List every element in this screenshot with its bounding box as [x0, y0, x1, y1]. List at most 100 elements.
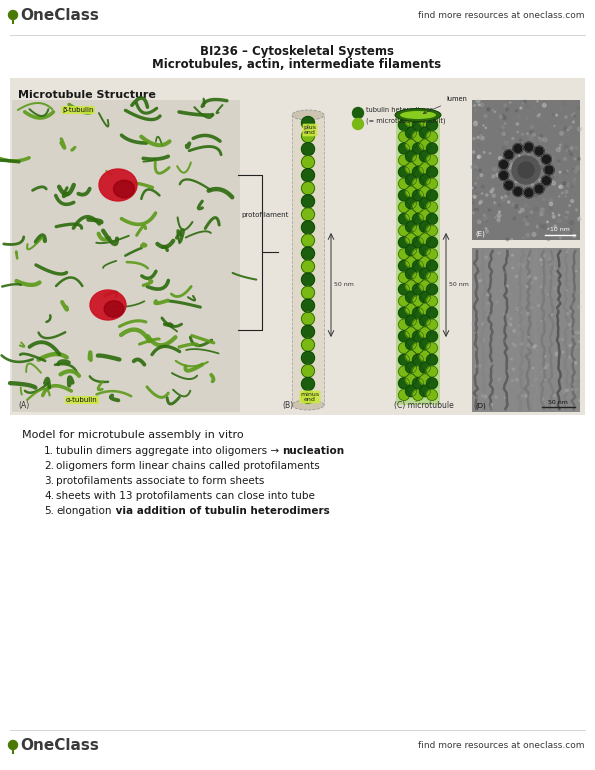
Circle shape	[419, 221, 431, 233]
Circle shape	[302, 351, 315, 364]
Circle shape	[560, 185, 563, 189]
Circle shape	[545, 136, 546, 138]
Circle shape	[504, 104, 506, 107]
Circle shape	[472, 151, 475, 153]
Circle shape	[547, 236, 550, 240]
Circle shape	[566, 214, 567, 216]
Circle shape	[486, 219, 487, 222]
Circle shape	[565, 190, 568, 193]
Circle shape	[518, 115, 521, 118]
Circle shape	[406, 209, 416, 220]
Circle shape	[506, 109, 508, 111]
Text: 50 nm: 50 nm	[548, 400, 568, 405]
Circle shape	[522, 305, 524, 306]
Circle shape	[492, 194, 496, 197]
Circle shape	[515, 109, 518, 112]
Circle shape	[399, 260, 409, 271]
Circle shape	[412, 296, 424, 306]
Circle shape	[406, 303, 416, 314]
Circle shape	[480, 132, 481, 134]
Circle shape	[522, 237, 524, 239]
Circle shape	[544, 356, 546, 357]
Circle shape	[412, 202, 424, 213]
Circle shape	[552, 114, 553, 116]
Circle shape	[562, 351, 564, 353]
Circle shape	[510, 157, 511, 159]
Circle shape	[519, 263, 520, 264]
Circle shape	[553, 212, 555, 215]
Circle shape	[412, 260, 424, 271]
Circle shape	[512, 267, 514, 269]
Circle shape	[574, 115, 575, 116]
Circle shape	[399, 237, 409, 248]
Circle shape	[419, 233, 431, 244]
Circle shape	[554, 267, 555, 269]
Circle shape	[538, 224, 542, 228]
Circle shape	[477, 177, 479, 179]
Circle shape	[518, 290, 521, 293]
Circle shape	[564, 147, 568, 150]
Circle shape	[573, 234, 576, 237]
Circle shape	[412, 343, 424, 353]
Circle shape	[302, 247, 315, 260]
Circle shape	[544, 127, 546, 129]
Circle shape	[571, 114, 572, 116]
Circle shape	[500, 366, 502, 368]
Text: plus
end: plus end	[303, 125, 317, 136]
Circle shape	[547, 293, 549, 295]
Circle shape	[495, 303, 498, 306]
Circle shape	[506, 150, 508, 152]
Circle shape	[556, 148, 560, 152]
Circle shape	[427, 296, 437, 306]
Circle shape	[508, 155, 509, 156]
Circle shape	[556, 309, 558, 310]
Circle shape	[427, 202, 437, 213]
Circle shape	[399, 378, 409, 389]
Circle shape	[473, 404, 474, 405]
Circle shape	[521, 133, 524, 136]
Circle shape	[302, 234, 315, 247]
Circle shape	[501, 159, 502, 160]
Circle shape	[530, 136, 532, 138]
Circle shape	[506, 314, 509, 317]
Circle shape	[543, 103, 546, 107]
Circle shape	[419, 256, 431, 267]
Circle shape	[518, 162, 534, 178]
Circle shape	[302, 300, 315, 312]
Circle shape	[532, 133, 536, 136]
Circle shape	[495, 350, 498, 353]
Circle shape	[537, 146, 540, 148]
Circle shape	[553, 394, 556, 397]
Circle shape	[479, 365, 481, 367]
Circle shape	[536, 225, 539, 228]
Text: 5.: 5.	[44, 506, 54, 516]
Circle shape	[554, 225, 556, 228]
Circle shape	[499, 115, 503, 119]
Text: (C) microtubule: (C) microtubule	[394, 401, 454, 410]
Text: Microtubule Structure: Microtubule Structure	[18, 90, 156, 100]
Circle shape	[475, 169, 477, 170]
Circle shape	[399, 354, 409, 365]
Circle shape	[475, 121, 477, 123]
Circle shape	[559, 108, 562, 110]
Circle shape	[427, 390, 437, 400]
Circle shape	[569, 221, 574, 225]
Circle shape	[544, 187, 546, 189]
Circle shape	[419, 174, 431, 186]
Circle shape	[571, 255, 572, 256]
Text: (A): (A)	[18, 401, 29, 410]
Circle shape	[575, 146, 578, 149]
Circle shape	[302, 286, 315, 299]
Circle shape	[302, 129, 315, 142]
Circle shape	[534, 105, 537, 108]
Circle shape	[352, 119, 364, 129]
Circle shape	[412, 272, 424, 283]
Circle shape	[512, 401, 513, 403]
Circle shape	[558, 163, 560, 166]
Circle shape	[419, 268, 431, 280]
Circle shape	[522, 379, 524, 380]
Circle shape	[529, 307, 532, 310]
Circle shape	[524, 322, 526, 323]
Circle shape	[302, 260, 315, 273]
Circle shape	[427, 190, 437, 201]
